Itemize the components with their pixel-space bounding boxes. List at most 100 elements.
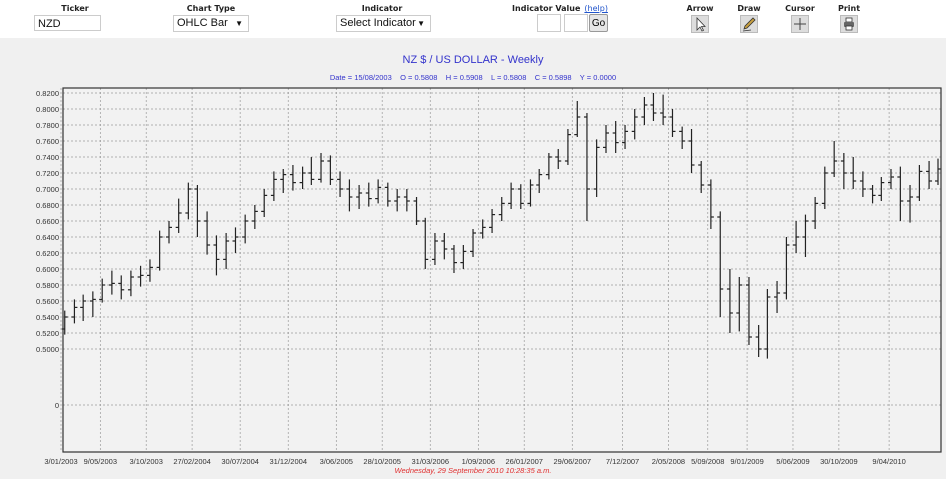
- ohlc-bar: [431, 233, 438, 265]
- ohlc-bar: [242, 214, 249, 244]
- ohlc-bar: [641, 97, 648, 125]
- x-tick-label: 5/09/2008: [691, 457, 724, 466]
- ohlc-bar: [907, 185, 914, 223]
- ohlc-bar: [850, 157, 857, 189]
- plot-area: [63, 88, 941, 452]
- x-tick-label: 30/10/2009: [820, 457, 858, 466]
- ohlc-bar: [384, 182, 391, 207]
- ohlc-bar: [717, 211, 724, 317]
- ohlc-bar: [545, 153, 552, 180]
- ohlc-bar: [204, 211, 211, 255]
- chevron-down-icon: ▼: [417, 19, 425, 28]
- indicator-select[interactable]: Select Indicator ▼: [336, 15, 431, 32]
- chevron-down-icon: ▼: [235, 19, 243, 28]
- ohlc-bar: [251, 205, 258, 229]
- ohlc-bar: [622, 125, 629, 149]
- ohlc-bar: [869, 185, 876, 204]
- y-tick-label: 0.6600: [36, 217, 59, 226]
- ohlc-bar: [660, 94, 667, 125]
- ohlc-bar: [536, 169, 543, 193]
- timestamp: Wednesday, 29 September 2010 10:28:35 a.…: [394, 466, 552, 475]
- ohlc-bar: [631, 109, 638, 140]
- ohlc-bar: [840, 153, 847, 189]
- x-tick-label: 3/10/2003: [130, 457, 163, 466]
- ohlc-bar: [327, 155, 334, 185]
- y-tick-label: 0.8000: [36, 105, 59, 114]
- help-link[interactable]: (help): [584, 4, 608, 13]
- ohlc-readout: Date = 15/08/2003 O = 0.5808 H = 0.5908 …: [329, 73, 617, 82]
- indicator-value-input-1[interactable]: [537, 14, 561, 32]
- ohlc-bar: [156, 230, 163, 271]
- y-tick-label: 0.7800: [36, 121, 59, 130]
- ohlc-bar: [403, 189, 410, 212]
- y-tick-label: 0.5000: [36, 345, 59, 354]
- ohlc-bar: [736, 277, 743, 332]
- x-tick-label: 26/01/2007: [505, 457, 543, 466]
- ohlc-bar: [479, 219, 486, 239]
- indicator-value-text: Indicator Value: [512, 4, 581, 13]
- y-tick-label: 0.7200: [36, 169, 59, 178]
- ohlc-bar: [726, 269, 733, 333]
- chart-type-label: Chart Type: [186, 4, 236, 13]
- draw-tool-button[interactable]: [740, 15, 758, 33]
- ohlc-bar: [99, 278, 106, 303]
- ohlc-bar: [583, 113, 590, 221]
- x-tick-label: 3/01/2003: [44, 457, 77, 466]
- go-button[interactable]: Go: [589, 14, 608, 32]
- ohlc-bar: [793, 221, 800, 253]
- y-tick-label: 0.8200: [36, 89, 59, 98]
- crosshair-icon: [794, 18, 806, 30]
- ohlc-bar: [365, 182, 372, 207]
- ohlc-bar: [745, 277, 752, 345]
- toolbar: Ticker NZD Chart Type OHLC Bar ▼ Indicat…: [0, 0, 946, 38]
- ohlc-bar: [413, 197, 420, 225]
- y-tick-label: 0.5400: [36, 313, 59, 322]
- indicator-value-label: Indicator Value (help): [512, 4, 608, 13]
- x-tick-label: 28/10/2005: [363, 457, 401, 466]
- ohlc-bar: [118, 275, 125, 300]
- printer-icon: [844, 17, 854, 31]
- arrow-label: Arrow: [686, 4, 714, 13]
- ohlc-bar: [564, 129, 571, 165]
- ohlc-bar: [707, 179, 714, 229]
- ohlc-bar: [926, 161, 933, 189]
- x-tick-label: 9/05/2003: [84, 457, 117, 466]
- ohlc-bar: [127, 270, 134, 297]
- x-tick-label: 1/09/2006: [462, 457, 495, 466]
- ohlc-bar: [356, 185, 363, 209]
- ohlc-bar: [831, 141, 838, 177]
- plot-border: [62, 87, 942, 453]
- y-tick-label: 0: [55, 401, 59, 410]
- indicator-value-input-2[interactable]: [564, 14, 588, 32]
- arrow-tool-button[interactable]: [691, 15, 709, 33]
- cursor-tool-button[interactable]: [791, 15, 809, 33]
- ohlc-bar: [223, 233, 230, 269]
- ohlc-bar: [450, 245, 457, 273]
- ohlc-bar: [470, 229, 477, 257]
- ohlc-bar: [897, 166, 904, 221]
- print-button[interactable]: [840, 15, 858, 33]
- ticker-input[interactable]: NZD: [34, 15, 101, 31]
- ohlc-bar: [802, 214, 809, 257]
- ohlc-bar: [489, 209, 496, 233]
- ohlc-bar: [441, 233, 448, 260]
- chart-type-select[interactable]: OHLC Bar ▼: [173, 15, 249, 32]
- ohlc-bar: [574, 101, 581, 137]
- cursor-label: Cursor: [785, 4, 815, 13]
- ohlc-bar: [422, 217, 429, 269]
- ohlc-bar: [555, 149, 562, 169]
- ohlc-bar: [612, 121, 619, 153]
- ohlc-bar: [603, 125, 610, 153]
- ohlc-bar: [498, 197, 505, 221]
- ohlc-bar: [783, 237, 790, 300]
- ohlc-bar: [764, 289, 771, 359]
- ohlc-bar: [394, 189, 401, 212]
- ohlc-bar: [508, 182, 515, 209]
- ohlc-bar: [308, 157, 315, 185]
- ohlc-bar: [774, 281, 781, 313]
- ohlc-bar: [185, 182, 192, 220]
- ohlc-bar: [232, 227, 239, 253]
- chart-type-value: OHLC Bar: [177, 17, 228, 29]
- y-tick-label: 0.6800: [36, 201, 59, 210]
